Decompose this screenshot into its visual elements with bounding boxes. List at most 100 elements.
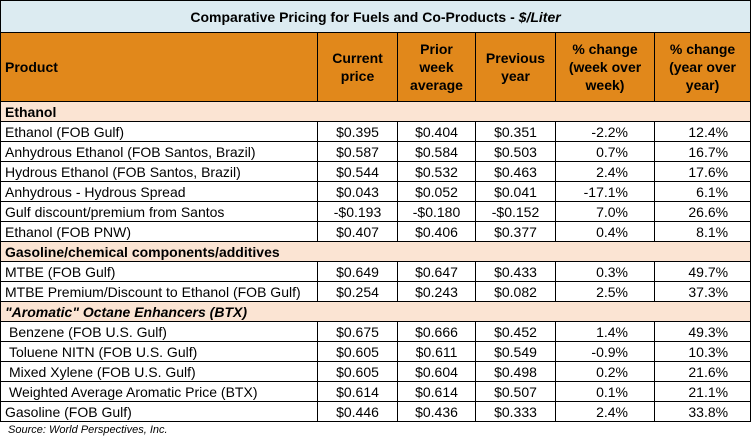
previous-year-cell: $0.452 — [475, 321, 556, 342]
current-price-cell: $0.395 — [317, 121, 398, 142]
pct-change-week-cell: 0.1% — [555, 381, 655, 402]
section-row: "Aromatic" Octane Enhancers (BTX) — [0, 301, 752, 322]
table-row: Gasoline (FOB Gulf) $0.446 $0.436 $0.333 2.4… — [0, 401, 752, 422]
current-price-cell: $0.649 — [317, 261, 398, 282]
pct-change-week-cell: -17.1% — [555, 181, 655, 202]
previous-year-cell: $0.377 — [475, 221, 556, 242]
section-title: Ethanol — [0, 101, 752, 122]
pct-change-week-cell: 2.4% — [555, 161, 655, 182]
product-cell: Anhydrous Ethanol (FOB Santos, Brazil) — [0, 141, 318, 162]
product-cell: Toluene NITN (FOB U.S. Gulf) — [0, 341, 318, 362]
table-title-text: Comparative Pricing for Fuels and Co-Pro… — [190, 8, 519, 25]
section-row: Ethanol — [0, 101, 752, 122]
previous-year-cell: $0.333 — [475, 401, 556, 422]
prior-week-cell: $0.532 — [397, 161, 476, 182]
table-title: Comparative Pricing for Fuels and Co-Pro… — [0, 0, 752, 33]
previous-year-cell: $0.351 — [475, 121, 556, 142]
prior-week-cell: $0.604 — [397, 361, 476, 382]
table-row: Hydrous Ethanol (FOB Santos, Brazil) $0.5… — [0, 161, 752, 182]
pct-change-year-cell: 6.1% — [653, 181, 752, 202]
current-price-cell: $0.675 — [317, 321, 398, 342]
product-cell: Mixed Xylene (FOB U.S. Gulf) — [0, 361, 318, 382]
pct-change-year-cell: 8.1% — [653, 221, 752, 242]
current-price-cell: $0.614 — [317, 381, 398, 402]
prior-week-cell: $0.052 — [397, 181, 476, 202]
previous-year-cell: $0.041 — [475, 181, 556, 202]
previous-year-cell: $0.498 — [475, 361, 556, 382]
product-cell: Weighted Average Aromatic Price (BTX) — [0, 381, 318, 402]
table-row: Weighted Average Aromatic Price (BTX) $0.… — [0, 381, 752, 402]
product-cell: Gasoline (FOB Gulf) — [0, 401, 318, 422]
current-price-cell: $0.407 — [317, 221, 398, 242]
pct-change-week-cell: 2.5% — [555, 281, 655, 302]
prior-week-cell: $0.243 — [397, 281, 476, 302]
pricing-table: Comparative Pricing for Fuels and Co-Pro… — [0, 0, 752, 422]
prior-week-cell: $0.404 — [397, 121, 476, 142]
pct-change-week-cell: 2.4% — [555, 401, 655, 422]
pct-change-year-cell: 12.4% — [653, 121, 752, 142]
pct-change-year-cell: 49.7% — [653, 261, 752, 282]
pct-change-year-cell: 17.6% — [653, 161, 752, 182]
prior-week-cell: $0.406 — [397, 221, 476, 242]
current-price-cell: -$0.193 — [317, 201, 398, 222]
pct-change-week-cell: 0.2% — [555, 361, 655, 382]
table-row: Benzene (FOB U.S. Gulf) $0.675 $0.666 $0.45… — [0, 321, 752, 342]
pct-change-year-cell: 16.7% — [653, 141, 752, 162]
pct-change-week-cell: -0.9% — [555, 341, 655, 362]
header-row: Product Current price Prior week average… — [0, 32, 752, 102]
prior-week-cell: $0.647 — [397, 261, 476, 282]
pct-change-year-cell: 21.1% — [653, 381, 752, 402]
column-header-product: Product — [0, 32, 318, 102]
current-price-cell: $0.254 — [317, 281, 398, 302]
table-row: Gulf discount/premium from Santos -$0.193… — [0, 201, 752, 222]
product-cell: Anhydrous - Hydrous Spread — [0, 181, 318, 202]
current-price-cell: $0.446 — [317, 401, 398, 422]
section-row: Gasoline/chemical components/additives — [0, 241, 752, 262]
product-cell: Benzene (FOB U.S. Gulf) — [0, 321, 318, 342]
product-cell: MTBE (FOB Gulf) — [0, 261, 318, 282]
current-price-cell: $0.043 — [317, 181, 398, 202]
pct-change-week-cell: 0.3% — [555, 261, 655, 282]
product-cell: MTBE Premium/Discount to Ethanol (FOB Gu… — [0, 281, 318, 302]
product-cell: Hydrous Ethanol (FOB Santos, Brazil) — [0, 161, 318, 182]
current-price-cell: $0.544 — [317, 161, 398, 182]
pct-change-week-cell: 1.4% — [555, 321, 655, 342]
section-title: "Aromatic" Octane Enhancers (BTX) — [0, 301, 752, 322]
prior-week-cell: $0.614 — [397, 381, 476, 402]
previous-year-cell: $0.507 — [475, 381, 556, 402]
pct-change-week-cell: -2.2% — [555, 121, 655, 142]
section-title: Gasoline/chemical components/additives — [0, 241, 752, 262]
previous-year-cell: $0.433 — [475, 261, 556, 282]
previous-year-cell: $0.549 — [475, 341, 556, 362]
prior-week-cell: $0.584 — [397, 141, 476, 162]
previous-year-cell: $0.082 — [475, 281, 556, 302]
column-header-pct-change-week: % change (week over week) — [555, 32, 655, 102]
prior-week-cell: -$0.180 — [397, 201, 476, 222]
previous-year-cell: -$0.152 — [475, 201, 556, 222]
column-header-previous-year: Previous year — [475, 32, 556, 102]
current-price-cell: $0.605 — [317, 341, 398, 362]
pct-change-week-cell: 0.7% — [555, 141, 655, 162]
pct-change-year-cell: 26.6% — [653, 201, 752, 222]
pct-change-year-cell: 49.3% — [653, 321, 752, 342]
table-row: Mixed Xylene (FOB U.S. Gulf) $0.605 $0.604… — [0, 361, 752, 382]
table-row: MTBE (FOB Gulf) $0.649 $0.647 $0.433 0.3% 49.… — [0, 261, 752, 282]
pct-change-week-cell: 7.0% — [555, 201, 655, 222]
pct-change-year-cell: 37.3% — [653, 281, 752, 302]
product-cell: Gulf discount/premium from Santos — [0, 201, 318, 222]
current-price-cell: $0.605 — [317, 361, 398, 382]
pct-change-year-cell: 21.6% — [653, 361, 752, 382]
prior-week-cell: $0.666 — [397, 321, 476, 342]
table-row: Ethanol (FOB PNW) $0.407 $0.406 $0.377 0.4% 8… — [0, 221, 752, 242]
table-row: MTBE Premium/Discount to Ethanol (FOB Gu… — [0, 281, 752, 302]
table-row: Toluene NITN (FOB U.S. Gulf) $0.605 $0.611… — [0, 341, 752, 362]
table-title-unit: $/Liter — [518, 8, 561, 25]
product-cell: Ethanol (FOB PNW) — [0, 221, 318, 242]
column-header-pct-change-year: % change (year over year) — [653, 32, 752, 102]
prior-week-cell: $0.611 — [397, 341, 476, 362]
column-header-current-price: Current price — [317, 32, 398, 102]
product-cell: Ethanol (FOB Gulf) — [0, 121, 318, 142]
current-price-cell: $0.587 — [317, 141, 398, 162]
previous-year-cell: $0.463 — [475, 161, 556, 182]
prior-week-cell: $0.436 — [397, 401, 476, 422]
